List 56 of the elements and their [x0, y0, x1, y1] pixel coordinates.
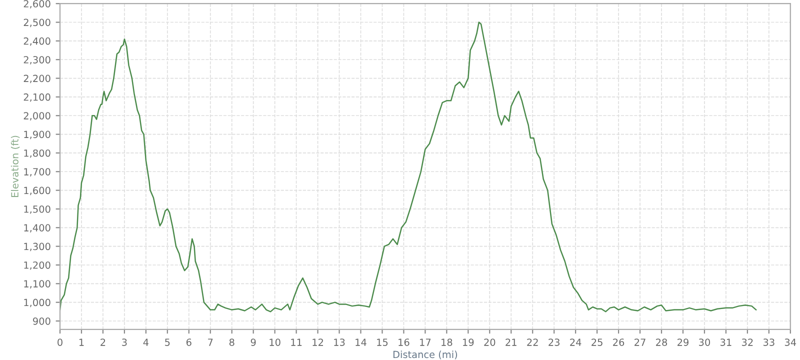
y-tick-label: 1,700: [24, 168, 50, 176]
x-tick-label: 11: [291, 338, 302, 346]
x-tick-label: 34: [784, 338, 796, 346]
x-tick-label: 2: [100, 338, 106, 346]
x-tick-label: 8: [229, 338, 234, 346]
x-tick-label: 30: [699, 338, 710, 346]
line-series: [60, 22, 757, 312]
x-tick-label: 22: [527, 338, 538, 346]
y-tick-label: 1,500: [24, 205, 50, 214]
x-tick-label: 24: [570, 338, 582, 346]
y-tick-label: 1,900: [24, 130, 50, 140]
x-tick-label: 17: [420, 338, 431, 346]
y-tick-label: 1,800: [24, 149, 50, 158]
x-tick-label: 5: [165, 338, 170, 346]
y-axis-title: Elevation (ft): [10, 136, 20, 197]
x-tick-label: 19: [463, 338, 474, 346]
x-tick-label: 33: [763, 338, 774, 346]
x-tick-label: 28: [656, 338, 668, 346]
x-tick-label: 31: [720, 338, 732, 346]
y-tick-label: 900: [33, 317, 50, 325]
y-tick-label: 1,300: [24, 242, 50, 252]
x-tick-label: 6: [186, 338, 192, 346]
x-tick-label: 10: [270, 338, 280, 346]
y-tick-label: 2,400: [24, 37, 50, 46]
x-tick-label: 1: [79, 338, 84, 346]
x-tick-label: 7: [208, 338, 213, 346]
y-tick-label: 1,600: [24, 186, 50, 196]
y-tick-label: 1,400: [24, 224, 50, 232]
x-tick-label: 18: [442, 338, 452, 346]
y-tick-label: 2,500: [24, 18, 50, 28]
x-axis-title: Distance (mi): [393, 350, 458, 360]
x-tick-label: 21: [506, 338, 516, 346]
x-tick-label: 20: [484, 338, 496, 346]
x-tick-label: 3: [122, 338, 127, 346]
x-tick-label: 12: [312, 338, 323, 346]
x-tick-label: 32: [742, 338, 753, 346]
x-tick-label: 27: [634, 338, 646, 346]
x-tick-label: 13: [334, 338, 345, 346]
y-tick-label: 2,600: [24, 0, 50, 8]
x-tick-label: 29: [678, 338, 688, 346]
x-tick-label: 16: [398, 338, 410, 346]
y-tick-label: 2,100: [24, 93, 50, 102]
x-tick-label: 14: [356, 338, 366, 346]
x-tick-label: 9: [250, 338, 256, 346]
y-tick-label: 2,300: [24, 56, 50, 64]
y-tick-label: 1,000: [24, 298, 50, 308]
y-tick-label: 1,100: [24, 280, 50, 288]
y-tick-label: 2,000: [24, 112, 50, 120]
x-tick-label: 26: [613, 338, 624, 346]
x-tick-label: 4: [143, 338, 148, 346]
y-tick-label: 1,200: [24, 261, 50, 270]
y-tick-label: 2,200: [24, 74, 50, 84]
x-tick-label: 25: [592, 338, 602, 346]
x-tick-label: 23: [548, 338, 560, 346]
x-tick-label: 15: [377, 338, 388, 346]
x-tick-label: 0: [58, 338, 62, 346]
